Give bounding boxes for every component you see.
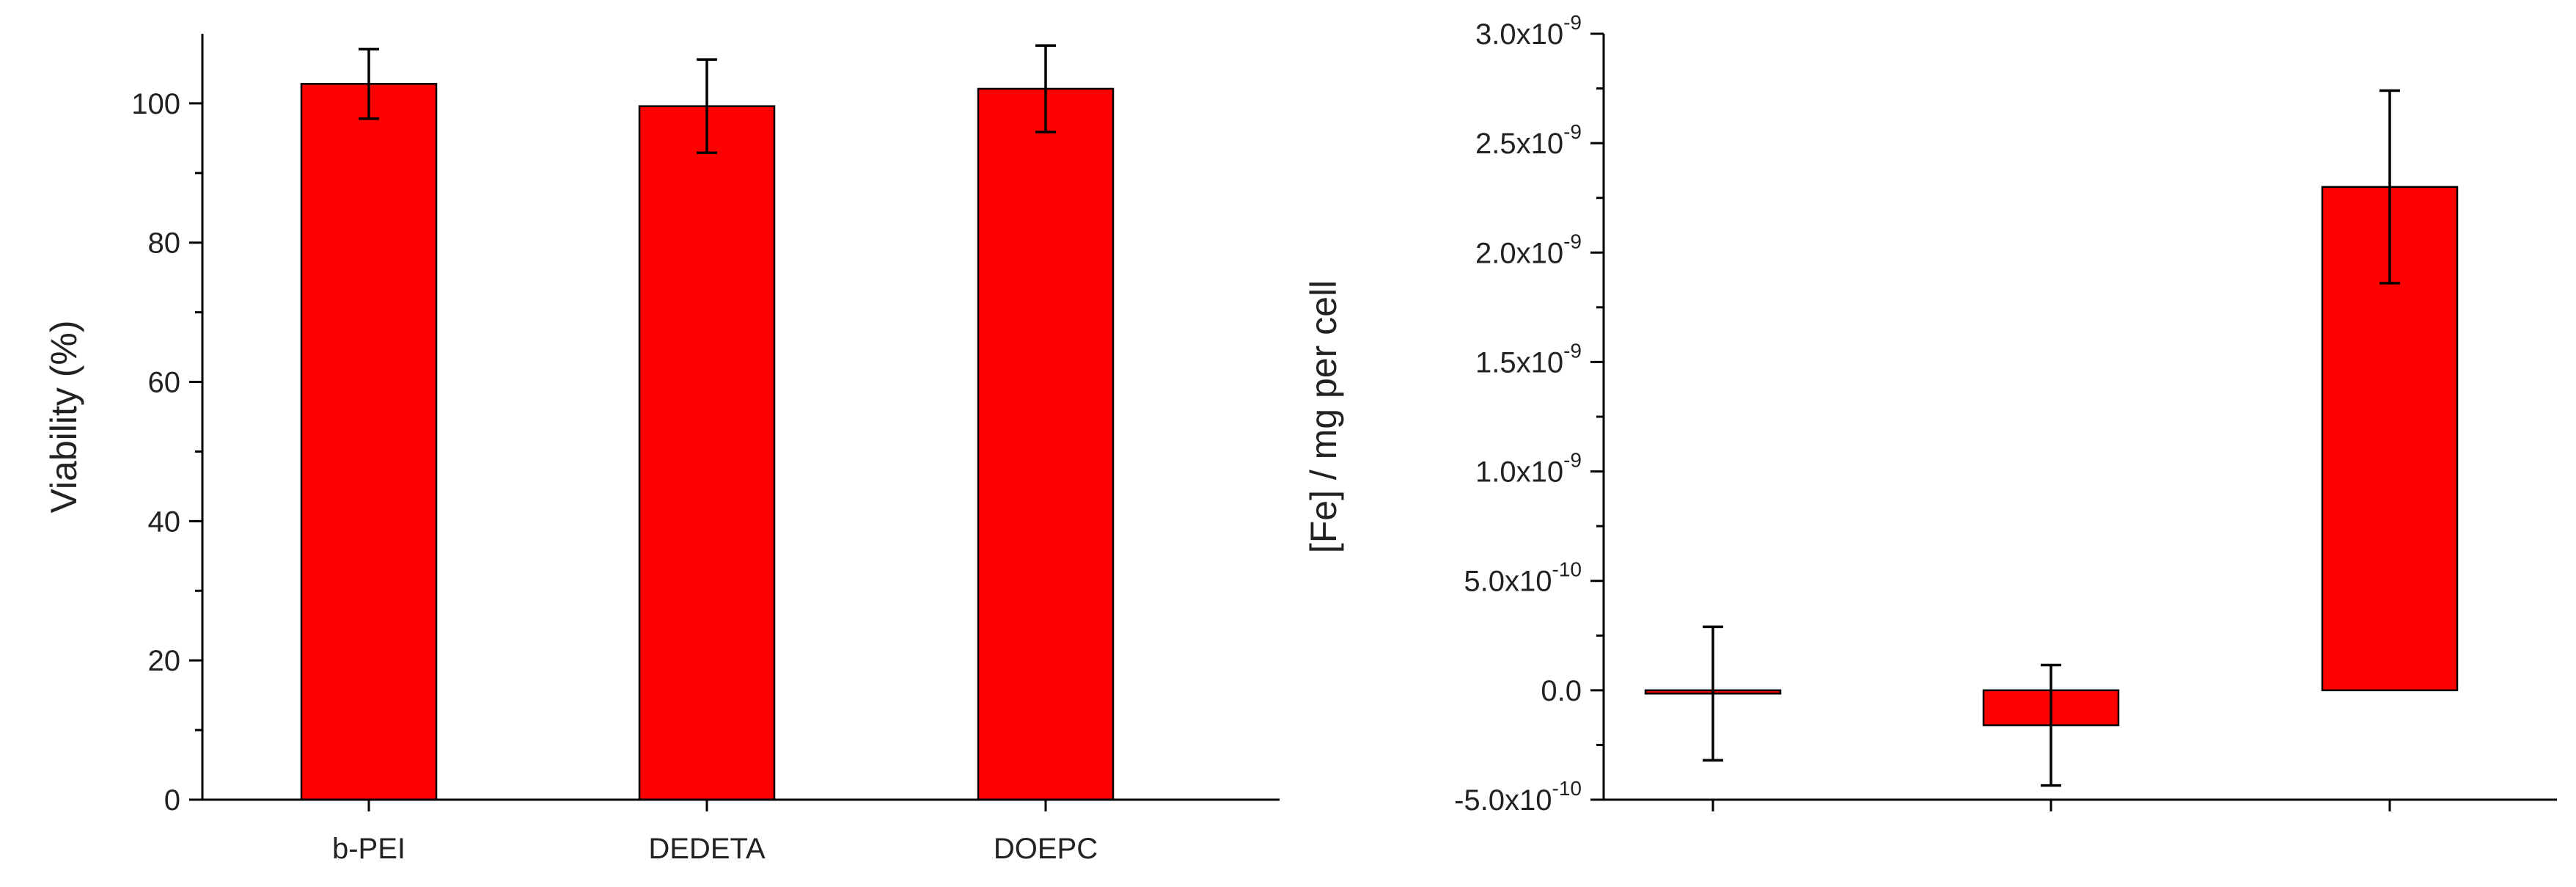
x-tick-label: DEDETA: [648, 833, 766, 865]
error-bar-2: [2041, 663, 2061, 787]
error-bar-1: [1703, 625, 1723, 762]
y-tick-label: 40: [148, 505, 181, 538]
y-tick-mantissa: -5.0x10: [1454, 784, 1552, 817]
y-tick-mantissa: 5.0x10: [1464, 566, 1552, 598]
y-tick-exponent: -9: [1563, 230, 1582, 252]
y-tick-label: 3.0x10-9: [1475, 11, 1582, 51]
y-tick-mantissa: 3.0x10: [1475, 18, 1563, 51]
y-tick-exponent: -9: [1563, 449, 1582, 472]
bar-1: [300, 83, 438, 801]
error-bar-3: [2379, 89, 2400, 285]
y-tick-label: 0: [164, 784, 180, 817]
bar-2: [638, 105, 776, 801]
x-tick-label: DOEPC: [994, 833, 1098, 865]
y-tick-label: -5.0x10-10: [1454, 777, 1582, 817]
y-tick-mantissa: 2.5x10: [1475, 128, 1563, 160]
y-tick-exponent: -10: [1552, 558, 1582, 581]
y-tick-mantissa: 1.0x10: [1475, 456, 1563, 489]
y-tick-mantissa: 2.0x10: [1475, 237, 1563, 269]
y-tick-label: 100: [131, 88, 180, 120]
y-tick-label: 5.0x10-10: [1464, 558, 1582, 598]
y-tick-label: 2.0x10-9: [1475, 230, 1582, 269]
y-axis-title: [Fe] / mg per cell: [1303, 280, 1344, 553]
y-axis-title: Viability (%): [43, 320, 84, 513]
x-tick-label: b-PEI: [332, 833, 406, 865]
y-tick-label: 20: [148, 645, 181, 677]
error-bar-3: [1035, 44, 1056, 134]
y-tick-exponent: -10: [1552, 777, 1582, 800]
error-bar-1: [359, 48, 379, 120]
bar-3: [977, 87, 1115, 801]
y-tick-label: 1.0x10-9: [1475, 449, 1582, 489]
y-tick-exponent: -9: [1563, 120, 1582, 143]
y-tick-label: 60: [148, 367, 181, 399]
y-tick-label: 2.5x10-9: [1475, 120, 1582, 160]
y-tick-mantissa: 1.5x10: [1475, 346, 1563, 379]
y-tick-label: 0.0: [1541, 675, 1582, 707]
y-tick-exponent: -9: [1563, 11, 1582, 34]
error-bar-2: [697, 58, 717, 155]
y-tick-exponent: -9: [1563, 339, 1582, 362]
y-tick-mantissa: 0.0: [1541, 675, 1582, 707]
panel-b-iron-uptake-chart: -5.0x10-100.05.0x10-101.0x10-91.5x10-92.…: [1303, 11, 2557, 817]
y-tick-label: 80: [148, 227, 181, 260]
panel-a-viability-chart: 0 20 40 60 80 100 b-PEI DEDETA DOEPC Viability (%…: [43, 34, 1280, 865]
y-tick-label: 1.5x10-9: [1475, 339, 1582, 379]
